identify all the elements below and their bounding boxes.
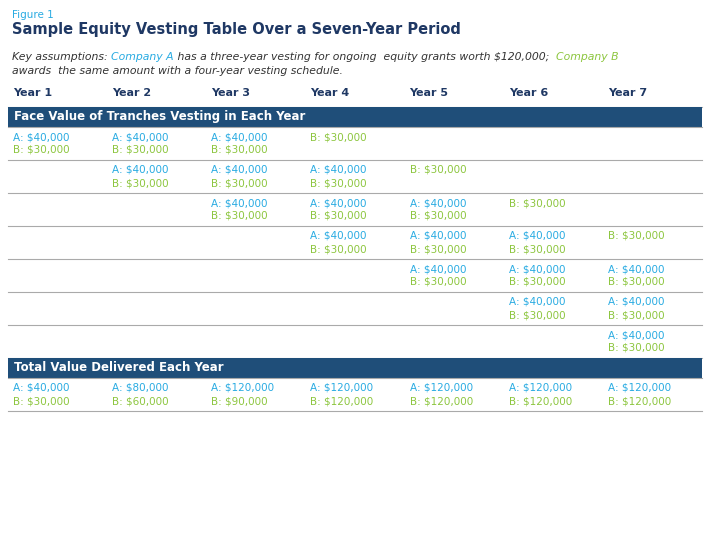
Text: Year 5: Year 5 <box>410 88 449 98</box>
Text: B: $30,000: B: $30,000 <box>410 165 466 175</box>
Text: A: $40,000: A: $40,000 <box>508 297 565 307</box>
Text: B: $30,000: B: $30,000 <box>608 277 665 287</box>
Text: has a three-year vesting for ongoing  equity grants worth $120,000;: has a three-year vesting for ongoing equ… <box>174 52 556 62</box>
Text: A: $40,000: A: $40,000 <box>212 132 268 142</box>
Text: A: $120,000: A: $120,000 <box>310 383 373 393</box>
Text: Company A: Company A <box>111 52 174 62</box>
Text: A: $40,000: A: $40,000 <box>212 198 268 208</box>
Text: B: $30,000: B: $30,000 <box>13 396 70 406</box>
Text: Key assumptions:: Key assumptions: <box>12 52 111 62</box>
Text: B: $30,000: B: $30,000 <box>112 145 169 155</box>
Bar <box>8 358 702 378</box>
Text: B: $30,000: B: $30,000 <box>508 244 565 254</box>
Text: B: $30,000: B: $30,000 <box>508 277 565 287</box>
Text: B: $30,000: B: $30,000 <box>310 132 367 142</box>
Text: A: $40,000: A: $40,000 <box>608 264 665 274</box>
Text: B: $30,000: B: $30,000 <box>212 178 268 188</box>
Text: A: $40,000: A: $40,000 <box>112 132 169 142</box>
Text: Year 4: Year 4 <box>310 88 350 98</box>
Text: A: $40,000: A: $40,000 <box>310 198 367 208</box>
Text: B: $30,000: B: $30,000 <box>410 277 466 287</box>
Text: B: $30,000: B: $30,000 <box>608 343 665 353</box>
Text: B: $30,000: B: $30,000 <box>310 178 367 188</box>
Text: B: $30,000: B: $30,000 <box>310 211 367 221</box>
Text: Figure 1: Figure 1 <box>12 10 54 20</box>
Text: B: $30,000: B: $30,000 <box>508 198 565 208</box>
Text: A: $120,000: A: $120,000 <box>212 383 274 393</box>
Text: Company B: Company B <box>556 52 618 62</box>
Text: Face Value of Tranches Vesting in Each Year: Face Value of Tranches Vesting in Each Y… <box>14 110 305 123</box>
Text: A: $120,000: A: $120,000 <box>508 383 572 393</box>
Text: A: $40,000: A: $40,000 <box>310 231 367 241</box>
Text: Year 7: Year 7 <box>608 88 647 98</box>
Text: A: $120,000: A: $120,000 <box>608 383 671 393</box>
Text: B: $30,000: B: $30,000 <box>212 211 268 221</box>
Bar <box>8 107 702 127</box>
Text: A: $40,000: A: $40,000 <box>112 165 169 175</box>
Text: B: $30,000: B: $30,000 <box>410 211 466 221</box>
Text: B: $120,000: B: $120,000 <box>410 396 473 406</box>
Text: B: $30,000: B: $30,000 <box>608 310 665 320</box>
Text: B: $30,000: B: $30,000 <box>212 145 268 155</box>
Text: Sample Equity Vesting Table Over a Seven-Year Period: Sample Equity Vesting Table Over a Seven… <box>12 22 461 37</box>
Text: A: $40,000: A: $40,000 <box>608 297 665 307</box>
Text: B: $60,000: B: $60,000 <box>112 396 169 406</box>
Text: B: $30,000: B: $30,000 <box>13 145 70 155</box>
Text: B: $30,000: B: $30,000 <box>310 244 367 254</box>
Text: A: $120,000: A: $120,000 <box>410 383 473 393</box>
Text: Total Value Delivered Each Year: Total Value Delivered Each Year <box>14 361 224 374</box>
Text: B: $30,000: B: $30,000 <box>508 310 565 320</box>
Text: B: $120,000: B: $120,000 <box>608 396 671 406</box>
Text: awards  the same amount with a four-year vesting schedule.: awards the same amount with a four-year … <box>12 66 343 76</box>
Text: A: $40,000: A: $40,000 <box>410 198 466 208</box>
Text: B: $120,000: B: $120,000 <box>310 396 373 406</box>
Text: A: $40,000: A: $40,000 <box>310 165 367 175</box>
Text: Year 2: Year 2 <box>112 88 151 98</box>
Text: B: $90,000: B: $90,000 <box>212 396 268 406</box>
Text: B: $30,000: B: $30,000 <box>608 231 665 241</box>
Text: A: $40,000: A: $40,000 <box>410 231 466 241</box>
Text: A: $40,000: A: $40,000 <box>608 330 665 340</box>
Text: A: $40,000: A: $40,000 <box>508 264 565 274</box>
Text: A: $40,000: A: $40,000 <box>410 264 466 274</box>
Text: B: $30,000: B: $30,000 <box>112 178 169 188</box>
Text: A: $40,000: A: $40,000 <box>212 165 268 175</box>
Text: B: $120,000: B: $120,000 <box>508 396 572 406</box>
Text: Year 6: Year 6 <box>508 88 548 98</box>
Text: A: $40,000: A: $40,000 <box>13 132 70 142</box>
Text: A: $80,000: A: $80,000 <box>112 383 169 393</box>
Text: A: $40,000: A: $40,000 <box>13 383 70 393</box>
Text: A: $40,000: A: $40,000 <box>508 231 565 241</box>
Text: Year 3: Year 3 <box>212 88 251 98</box>
Text: B: $30,000: B: $30,000 <box>410 244 466 254</box>
Text: Year 1: Year 1 <box>13 88 52 98</box>
